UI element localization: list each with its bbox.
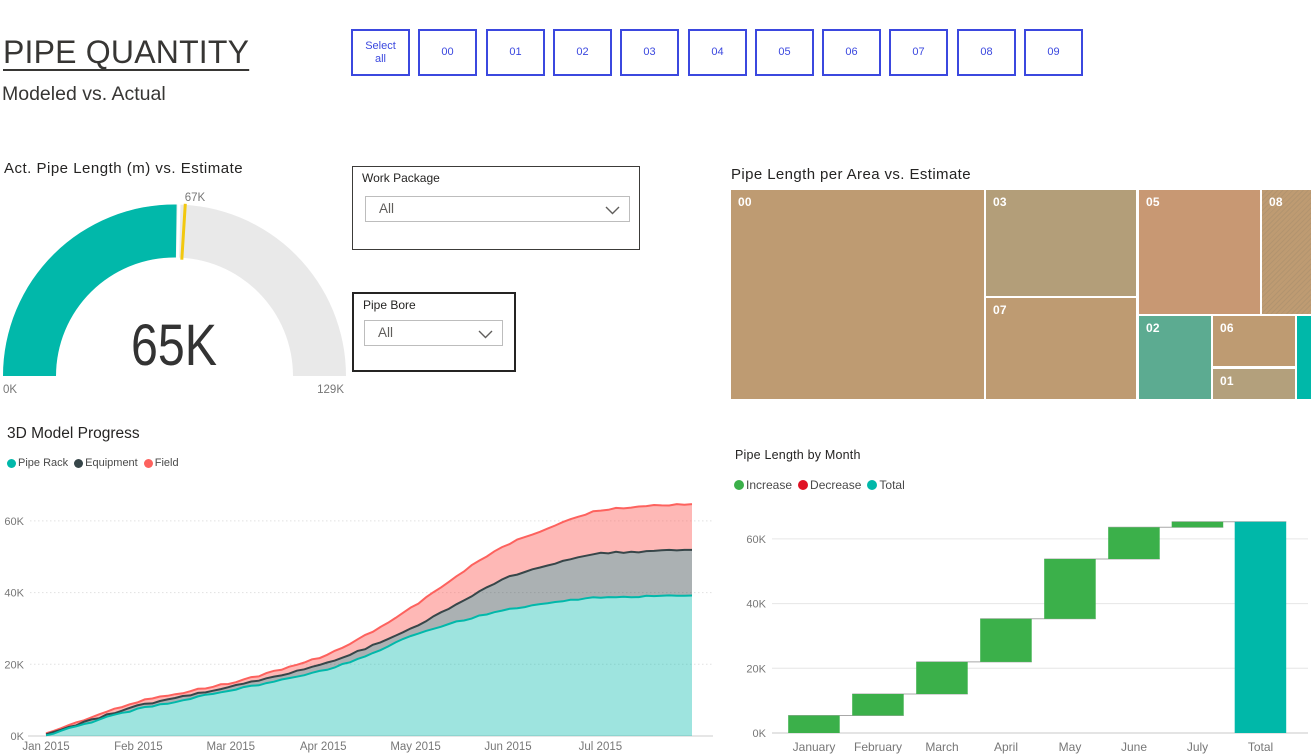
svg-text:0K: 0K [753, 728, 767, 740]
svg-text:Feb 2015: Feb 2015 [114, 741, 163, 753]
svg-text:40K: 40K [4, 588, 24, 600]
svg-text:Total: Total [1248, 740, 1273, 754]
svg-text:Jul 2015: Jul 2015 [579, 741, 622, 753]
svg-text:Jan 2015: Jan 2015 [22, 741, 69, 753]
svg-text:February: February [854, 740, 902, 754]
svg-text:April: April [994, 740, 1018, 754]
svg-text:July: July [1187, 740, 1208, 754]
svg-text:May: May [1059, 740, 1082, 754]
svg-text:Apr 2015: Apr 2015 [300, 741, 347, 753]
svg-text:65K: 65K [131, 313, 217, 378]
svg-text:May 2015: May 2015 [390, 741, 441, 753]
svg-text:March: March [925, 740, 958, 754]
svg-text:Mar 2015: Mar 2015 [207, 741, 256, 753]
svg-text:Jun 2015: Jun 2015 [484, 741, 531, 753]
svg-text:0K: 0K [11, 731, 25, 743]
svg-text:June: June [1121, 740, 1147, 754]
svg-text:67K: 67K [185, 192, 206, 204]
svg-text:60K: 60K [4, 516, 24, 528]
svg-text:60K: 60K [746, 534, 766, 546]
svg-text:20K: 20K [746, 663, 766, 675]
svg-text:129K: 129K [317, 384, 344, 396]
svg-text:January: January [793, 740, 836, 754]
svg-text:40K: 40K [746, 599, 766, 611]
svg-text:20K: 20K [4, 659, 24, 671]
svg-text:0K: 0K [3, 384, 17, 396]
